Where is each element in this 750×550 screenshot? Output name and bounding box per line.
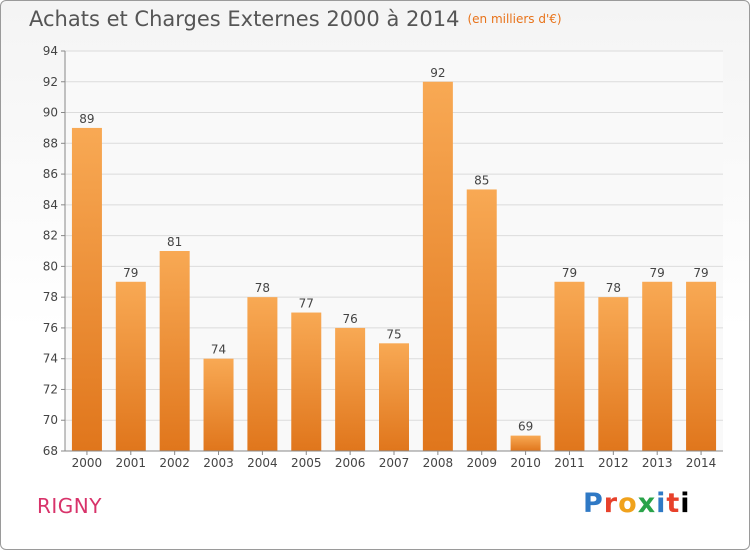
y-tick-label: 74 xyxy=(43,352,58,366)
data-label: 79 xyxy=(123,266,138,280)
data-label: 79 xyxy=(650,266,665,280)
bar xyxy=(422,81,453,452)
x-tick-label: 2007 xyxy=(379,456,410,470)
bar xyxy=(71,127,102,451)
y-tick-label: 82 xyxy=(43,229,58,243)
data-label: 75 xyxy=(386,327,401,341)
logo-letter: x xyxy=(637,488,657,519)
data-label: 76 xyxy=(342,312,357,326)
data-label: 74 xyxy=(211,343,226,357)
data-label: 89 xyxy=(79,112,94,126)
data-label: 85 xyxy=(474,173,489,187)
chart-subtitle: (en milliers d'€) xyxy=(467,12,562,26)
logo-letter: i xyxy=(656,488,667,519)
x-tick-label: 2003 xyxy=(203,456,234,470)
y-tick-label: 72 xyxy=(43,382,58,396)
x-tick-label: 2013 xyxy=(642,456,673,470)
x-tick-label: 2002 xyxy=(159,456,190,470)
y-tick-label: 90 xyxy=(43,106,58,120)
logo-letter: P xyxy=(583,488,604,519)
x-tick-label: 2006 xyxy=(335,456,366,470)
data-label: 69 xyxy=(518,420,533,434)
bar xyxy=(510,435,541,451)
data-label: 77 xyxy=(299,297,314,311)
logo-letter: r xyxy=(603,488,619,519)
bar xyxy=(466,189,497,451)
bar xyxy=(247,297,278,451)
data-label: 78 xyxy=(606,281,621,295)
x-tick-label: 2009 xyxy=(466,456,497,470)
x-tick-label: 2004 xyxy=(247,456,278,470)
y-tick-label: 80 xyxy=(43,259,58,273)
logo-letter: t xyxy=(666,488,681,519)
commune-name: RIGNY xyxy=(37,494,102,518)
y-tick-label: 78 xyxy=(43,290,58,304)
bar xyxy=(291,312,322,451)
bar xyxy=(159,251,190,451)
logo-letter: i xyxy=(680,488,691,519)
y-tick-label: 88 xyxy=(43,136,58,150)
data-label: 92 xyxy=(430,66,445,80)
x-tick-label: 2010 xyxy=(510,456,541,470)
y-tick-label: 68 xyxy=(43,444,58,458)
chart-title: Achats et Charges Externes 2000 à 2014 (e… xyxy=(29,7,562,31)
bar xyxy=(598,297,629,451)
x-tick-label: 2000 xyxy=(72,456,103,470)
x-tick-label: 2012 xyxy=(598,456,629,470)
y-tick-label: 94 xyxy=(43,44,58,58)
x-tick-label: 2008 xyxy=(423,456,454,470)
bar xyxy=(554,281,585,451)
bar xyxy=(115,281,146,451)
data-label: 81 xyxy=(167,235,182,249)
logo-letter: o xyxy=(618,488,638,519)
bar xyxy=(335,327,366,451)
y-tick-label: 76 xyxy=(43,321,58,335)
data-label: 79 xyxy=(693,266,708,280)
x-tick-label: 2005 xyxy=(291,456,322,470)
data-label: 79 xyxy=(562,266,577,280)
y-tick-label: 92 xyxy=(43,75,58,89)
data-label: 78 xyxy=(255,281,270,295)
y-tick-label: 86 xyxy=(43,167,58,181)
bar xyxy=(642,281,673,451)
x-tick-label: 2001 xyxy=(116,456,147,470)
x-tick-label: 2014 xyxy=(686,456,717,470)
chart-title-text: Achats et Charges Externes 2000 à 2014 xyxy=(29,7,460,31)
bar xyxy=(379,343,409,451)
x-tick-label: 2011 xyxy=(554,456,585,470)
y-tick-label: 84 xyxy=(43,198,58,212)
proxiti-logo: Proxiti xyxy=(583,488,691,519)
y-tick-label: 70 xyxy=(43,413,58,427)
bar xyxy=(203,358,234,451)
bar xyxy=(686,281,717,451)
